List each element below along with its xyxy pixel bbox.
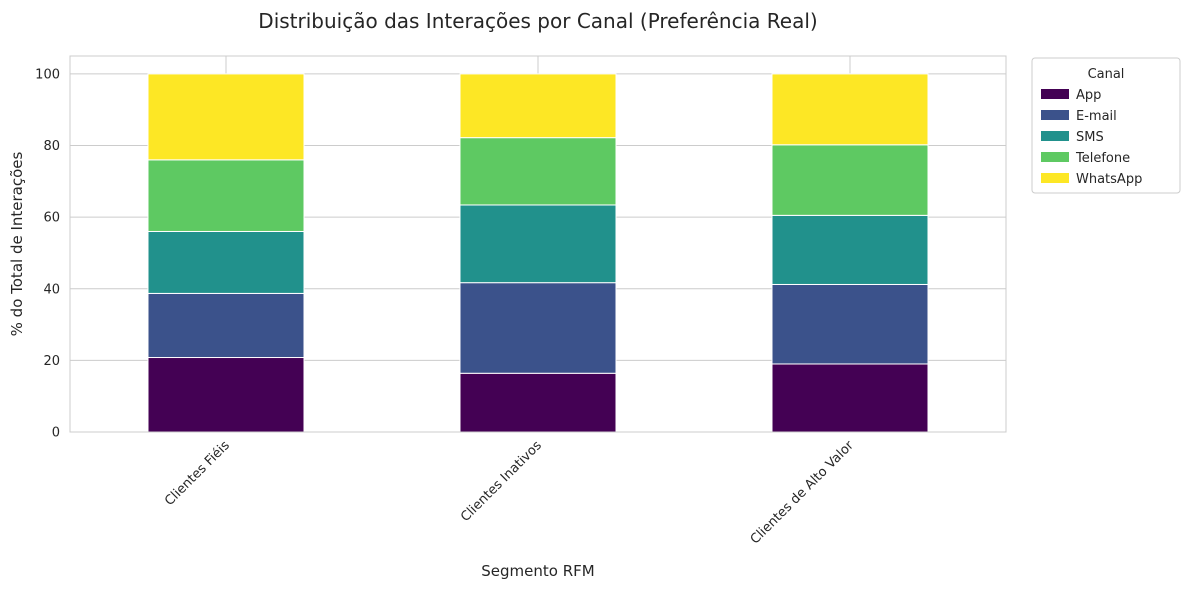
legend: Canal App E-mail SMS Telefone WhatsApp [1031, 57, 1181, 194]
legend-swatch [1041, 110, 1069, 120]
legend-title: Canal [1088, 67, 1125, 82]
y-tick-label: 80 [43, 139, 60, 154]
bar-segment [459, 372, 617, 433]
legend-items: App E-mail SMS Telefone WhatsApp [1041, 88, 1142, 187]
legend-label: App [1076, 88, 1101, 103]
legend-label: WhatsApp [1076, 172, 1142, 187]
legend-label: SMS [1076, 130, 1104, 145]
x-tick-label: Clientes Fiéis [162, 438, 233, 509]
bar-segment [771, 283, 929, 365]
legend-label: Telefone [1075, 151, 1130, 166]
x-tick-label: Clientes Inativos [458, 438, 545, 525]
legend-label: E-mail [1076, 109, 1117, 124]
bar-segment [147, 357, 305, 433]
bar-segment [771, 363, 929, 433]
y-tick-label: 40 [43, 282, 60, 297]
bar-segment [147, 73, 305, 161]
y-tick-label: 20 [43, 354, 60, 369]
y-axis-label: % do Total de Interações [8, 151, 26, 336]
y-tick-label: 0 [52, 426, 60, 441]
y-tick-label: 60 [43, 211, 60, 226]
x-ticks: Clientes Fiéis Clientes Inativos Clientes … [162, 438, 857, 548]
legend-swatch [1041, 152, 1069, 162]
legend-swatch [1041, 173, 1069, 183]
x-axis-label: Segmento RFM [481, 562, 594, 580]
bar-segment [459, 282, 617, 374]
chart-title: Distribuição das Interações por Canal (P… [258, 9, 817, 33]
legend-swatch [1041, 89, 1069, 99]
bar-segment [771, 214, 929, 285]
legend-swatch [1041, 131, 1069, 141]
bars [147, 73, 929, 433]
bar-segment [147, 292, 305, 359]
bar-segment [459, 137, 617, 206]
bar-segment [459, 204, 617, 284]
bar-segment [771, 144, 929, 216]
y-tick-label: 100 [35, 67, 60, 82]
x-tick-label: Clientes de Alto Valor [748, 438, 858, 548]
bar-segment [147, 230, 305, 294]
bar-segment [459, 73, 617, 139]
plot-frame [69, 55, 1007, 433]
y-ticks: 0 20 40 60 80 100 [35, 67, 60, 440]
bar-segment [147, 159, 305, 232]
bar-segment [771, 73, 929, 146]
